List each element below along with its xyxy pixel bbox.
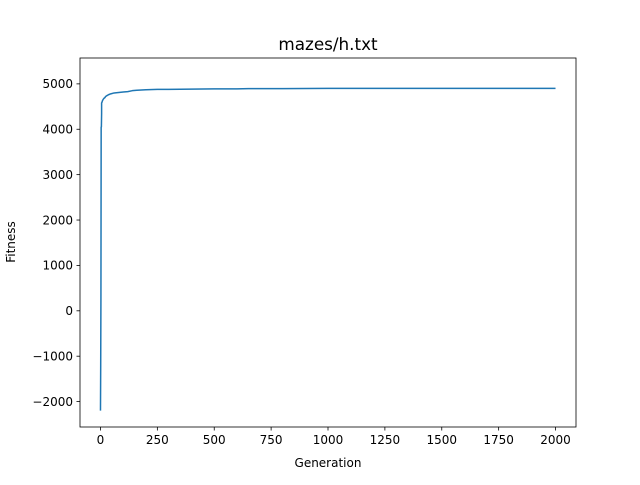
y-tick-label: −1000 xyxy=(32,349,73,363)
y-tick-label: −2000 xyxy=(32,395,73,409)
plot-layer xyxy=(99,87,556,411)
x-tick-label: 0 xyxy=(97,433,105,447)
chart-title: mazes/h.txt xyxy=(278,34,378,54)
x-tick-label: 1000 xyxy=(313,433,344,447)
y-axis-label: Fitness xyxy=(4,221,18,263)
x-tick-label: 1250 xyxy=(370,433,401,447)
y-tick-label: 3000 xyxy=(42,168,73,182)
x-axis-ticks: 0 250 500 750 1000 1250 1500 1750 2000 xyxy=(97,427,571,447)
x-axis-label: Generation xyxy=(295,456,362,470)
axes-frame xyxy=(79,57,577,428)
x-tick-label: 500 xyxy=(203,433,226,447)
y-tick-label: 2000 xyxy=(42,213,73,227)
x-tick-label: 750 xyxy=(260,433,283,447)
y-tick-label: 5000 xyxy=(42,77,73,91)
x-tick-label: 1750 xyxy=(483,433,514,447)
y-tick-label: 4000 xyxy=(42,123,73,137)
y-tick-label: 0 xyxy=(65,304,73,318)
x-tick-label: 1500 xyxy=(426,433,457,447)
y-axis-ticks: −2000 −1000 0 1000 2000 3000 4000 5000 xyxy=(32,77,80,409)
x-tick-label: 250 xyxy=(146,433,169,447)
y-tick-label: 1000 xyxy=(42,259,73,273)
x-tick-label: 2000 xyxy=(540,433,571,447)
series-line-0 xyxy=(99,87,556,411)
